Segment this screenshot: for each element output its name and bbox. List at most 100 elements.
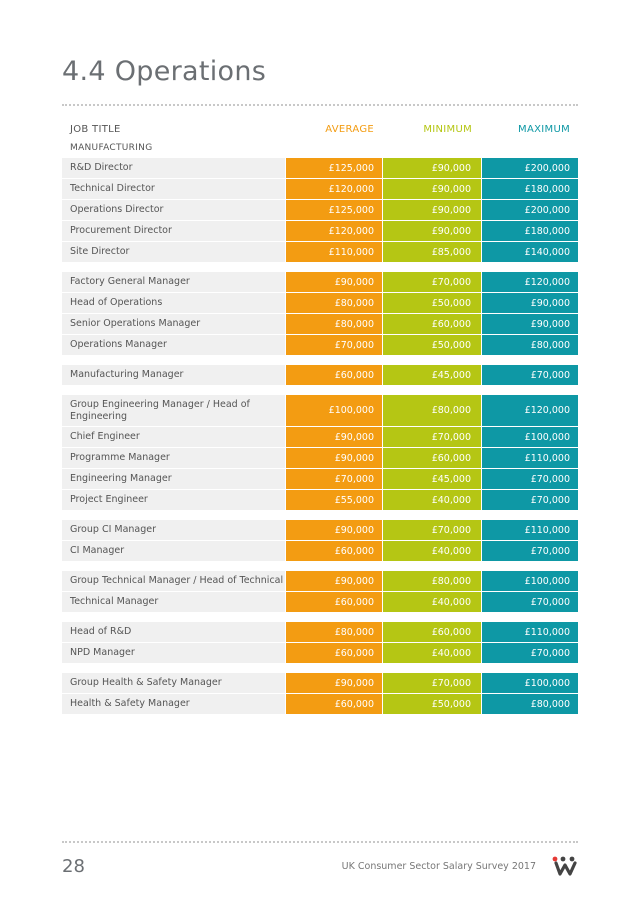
job-title-cell: Group Health & Safety Manager [62, 673, 285, 693]
section-label: MANUFACTURING [70, 143, 153, 153]
job-title-cell: R&D Director [62, 158, 285, 178]
header-maximum: MAXIMUM [518, 124, 570, 135]
job-title-cell: Manufacturing Manager [62, 365, 285, 385]
minimum-salary-cell: £80,000 [383, 395, 481, 426]
job-title-cell: Programme Manager [62, 448, 285, 468]
table-row: Technical Director £120,000 £90,000 £180,00… [62, 179, 578, 199]
maximum-salary-cell: £110,000 [482, 448, 578, 468]
average-salary-cell: £125,000 [286, 158, 382, 178]
minimum-salary-cell: £40,000 [383, 643, 481, 663]
minimum-salary-cell: £70,000 [383, 520, 481, 540]
average-salary-cell: £100,000 [286, 395, 382, 426]
maximum-salary-cell: £120,000 [482, 272, 578, 292]
maximum-salary-cell: £100,000 [482, 571, 578, 591]
job-title-cell: Technical Director [62, 179, 285, 199]
average-salary-cell: £60,000 [286, 365, 382, 385]
job-title-cell: Head of R&D [62, 622, 285, 642]
job-title-cell: Head of Operations [62, 293, 285, 313]
table-row: Manufacturing Manager £60,000 £45,000 £70,0… [62, 365, 578, 385]
maximum-salary-cell: £200,000 [482, 158, 578, 178]
minimum-salary-cell: £85,000 [383, 242, 481, 262]
maximum-salary-cell: £70,000 [482, 365, 578, 385]
maximum-salary-cell: £110,000 [482, 520, 578, 540]
minimum-salary-cell: £80,000 [383, 571, 481, 591]
average-salary-cell: £60,000 [286, 592, 382, 612]
maximum-salary-cell: £70,000 [482, 469, 578, 489]
maximum-salary-cell: £100,000 [482, 427, 578, 447]
minimum-salary-cell: £40,000 [383, 541, 481, 561]
table-row: Head of Operations £80,000 £50,000 £90,000 [62, 293, 578, 313]
job-title-cell: Operations Director [62, 200, 285, 220]
maximum-salary-cell: £180,000 [482, 221, 578, 241]
maximum-salary-cell: £90,000 [482, 293, 578, 313]
maximum-salary-cell: £110,000 [482, 622, 578, 642]
maximum-salary-cell: £180,000 [482, 179, 578, 199]
average-salary-cell: £90,000 [286, 448, 382, 468]
average-salary-cell: £80,000 [286, 293, 382, 313]
table-row: Site Director £110,000 £85,000 £140,000 [62, 242, 578, 262]
average-salary-cell: £90,000 [286, 673, 382, 693]
maximum-salary-cell: £90,000 [482, 314, 578, 334]
job-title-cell: CI Manager [62, 541, 285, 561]
footer-text: UK Consumer Sector Salary Survey 2017 [341, 861, 536, 872]
minimum-salary-cell: £90,000 [383, 221, 481, 241]
table-row: Factory General Manager £90,000 £70,000 £12… [62, 272, 578, 292]
salary-table: R&D Director £125,000 £90,000 £200,000 Techn… [62, 0, 578, 903]
job-title-cell: Engineering Manager [62, 469, 285, 489]
job-title-cell: Procurement Director [62, 221, 285, 241]
title-divider [62, 104, 578, 106]
average-salary-cell: £90,000 [286, 427, 382, 447]
table-row: Group Technical Manager / Head of Techni… [62, 571, 578, 591]
minimum-salary-cell: £50,000 [383, 293, 481, 313]
page-number: 28 [62, 856, 85, 877]
minimum-salary-cell: £40,000 [383, 592, 481, 612]
table-row: Group Engineering Manager / Head of Engi… [62, 395, 578, 426]
job-title-cell: Group Technical Manager / Head of Techni… [62, 571, 285, 591]
average-salary-cell: £60,000 [286, 643, 382, 663]
minimum-salary-cell: £90,000 [383, 179, 481, 199]
average-salary-cell: £60,000 [286, 541, 382, 561]
average-salary-cell: £80,000 [286, 622, 382, 642]
table-row: Chief Engineer £90,000 £70,000 £100,000 [62, 427, 578, 447]
average-salary-cell: £70,000 [286, 469, 382, 489]
page-title: 4.4 Operations [62, 56, 267, 87]
minimum-salary-cell: £50,000 [383, 694, 481, 714]
table-row: Procurement Director £120,000 £90,000 £180,… [62, 221, 578, 241]
minimum-salary-cell: £70,000 [383, 673, 481, 693]
maximum-salary-cell: £120,000 [482, 395, 578, 426]
average-salary-cell: £90,000 [286, 520, 382, 540]
average-salary-cell: £110,000 [286, 242, 382, 262]
average-salary-cell: £120,000 [286, 179, 382, 199]
table-row: Engineering Manager £70,000 £45,000 £70,000 [62, 469, 578, 489]
job-title-cell: Group Engineering Manager / Head of Engi… [62, 395, 285, 426]
average-salary-cell: £90,000 [286, 272, 382, 292]
job-title-cell: Chief Engineer [62, 427, 285, 447]
header-average: AVERAGE [325, 124, 374, 135]
minimum-salary-cell: £70,000 [383, 272, 481, 292]
job-title-cell: Project Engineer [62, 490, 285, 510]
minimum-salary-cell: £90,000 [383, 158, 481, 178]
minimum-salary-cell: £90,000 [383, 200, 481, 220]
table-row: R&D Director £125,000 £90,000 £200,000 [62, 158, 578, 178]
job-title-cell: Health & Safety Manager [62, 694, 285, 714]
average-salary-cell: £60,000 [286, 694, 382, 714]
job-title-cell: Group CI Manager [62, 520, 285, 540]
table-row: Group Health & Safety Manager £90,000 £70,… [62, 673, 578, 693]
header-minimum: MINIMUM [423, 124, 472, 135]
average-salary-cell: £80,000 [286, 314, 382, 334]
table-row: NPD Manager £60,000 £40,000 £70,000 [62, 643, 578, 663]
job-title-cell: Site Director [62, 242, 285, 262]
table-row: CI Manager £60,000 £40,000 £70,000 [62, 541, 578, 561]
minimum-salary-cell: £50,000 [383, 335, 481, 355]
table-row: Project Engineer £55,000 £40,000 £70,000 [62, 490, 578, 510]
job-title-cell: NPD Manager [62, 643, 285, 663]
table-row: Operations Director £125,000 £90,000 £200,0… [62, 200, 578, 220]
minimum-salary-cell: £70,000 [383, 427, 481, 447]
minimum-salary-cell: £60,000 [383, 448, 481, 468]
maximum-salary-cell: £70,000 [482, 592, 578, 612]
job-title-cell: Operations Manager [62, 335, 285, 355]
average-salary-cell: £90,000 [286, 571, 382, 591]
average-salary-cell: £70,000 [286, 335, 382, 355]
table-row: Group CI Manager £90,000 £70,000 £110,000 [62, 520, 578, 540]
maximum-salary-cell: £200,000 [482, 200, 578, 220]
